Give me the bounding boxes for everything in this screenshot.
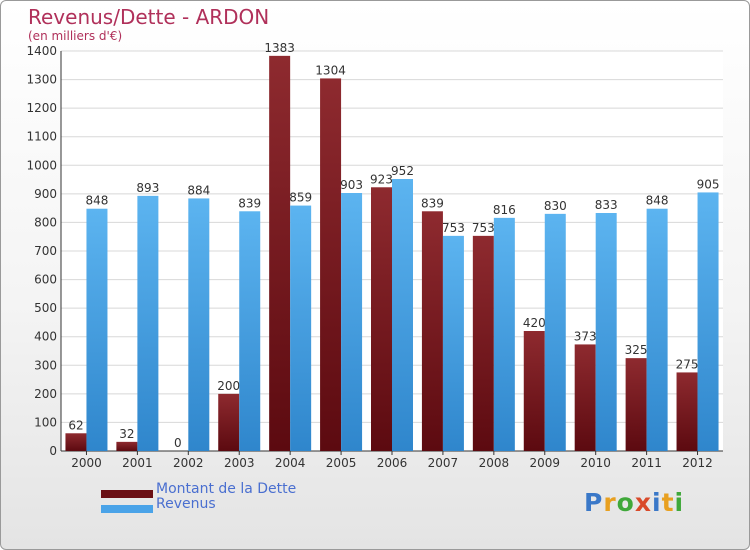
logo-letter: t: [661, 488, 675, 517]
y-tick-label: 0: [49, 444, 57, 458]
x-tick-label: 2004: [275, 456, 306, 470]
bar-revenus: [595, 213, 617, 451]
data-label: 325: [625, 343, 648, 357]
data-label: 753: [442, 221, 465, 235]
data-label: 32: [119, 427, 134, 441]
bar-revenus: [697, 192, 719, 451]
y-tick-label: 600: [34, 273, 57, 287]
data-label: 62: [68, 418, 83, 432]
data-label: 816: [493, 203, 516, 217]
x-tick-label: 2000: [71, 456, 102, 470]
data-label: 753: [472, 221, 495, 235]
bar-revenus: [544, 213, 566, 451]
data-label: 905: [697, 177, 720, 191]
data-label: 952: [391, 164, 414, 178]
bar-revenus: [392, 179, 413, 451]
bar-dette: [523, 331, 545, 451]
bar-revenus: [239, 211, 261, 451]
bar-dette: [218, 393, 240, 451]
bar-dette: [421, 211, 443, 451]
y-tick-label: 800: [34, 215, 57, 229]
data-label: 373: [574, 329, 597, 343]
y-tick-label: 700: [34, 244, 57, 258]
bar-revenus: [646, 208, 668, 451]
bar-dette: [574, 344, 596, 451]
x-tick-label: 2007: [428, 456, 459, 470]
x-tick-label: 2010: [580, 456, 611, 470]
legend-swatch-revenus: [101, 505, 153, 513]
legend-swatch-dette: [101, 490, 153, 498]
x-tick-label: 2001: [122, 456, 153, 470]
data-label: 0: [174, 436, 182, 450]
bar-chart: 0 100 200 300 400 500 600 700 800 900 1000 1100 1200…: [26, 41, 723, 470]
bar-revenus: [188, 198, 210, 451]
x-tick-label: 2009: [529, 456, 560, 470]
data-label: 859: [289, 191, 312, 205]
data-label: 420: [523, 316, 546, 330]
data-label: 884: [187, 183, 210, 197]
data-label: 1383: [264, 41, 295, 55]
bar-revenus: [341, 193, 363, 451]
data-label: 848: [646, 194, 669, 208]
data-label: 839: [421, 196, 444, 210]
y-tick-label: 1000: [26, 158, 57, 172]
data-label: 1304: [315, 63, 346, 77]
logo-letter: P: [584, 488, 604, 517]
bar-revenus: [137, 195, 159, 451]
logo-letter: x: [634, 488, 652, 517]
bar-dette: [371, 187, 392, 452]
y-tick-label: 500: [34, 301, 57, 315]
data-label: 839: [238, 196, 261, 210]
x-tick-label: 2005: [326, 456, 357, 470]
x-tick-label: 2003: [224, 456, 255, 470]
bar-dette: [116, 441, 138, 451]
logo-letter: o: [616, 488, 635, 517]
data-label: 833: [595, 198, 618, 212]
bar-dette: [65, 433, 87, 451]
x-tick-label: 2012: [682, 456, 713, 470]
data-label: 848: [86, 194, 109, 208]
bar-revenus: [86, 208, 108, 451]
x-tick-label: 2002: [173, 456, 204, 470]
bar-dette: [676, 372, 698, 451]
data-label: 830: [544, 199, 567, 213]
data-label: 923: [370, 172, 393, 186]
bar-revenus: [442, 235, 464, 451]
y-tick-label: 100: [34, 415, 57, 429]
bar-dette: [269, 55, 291, 451]
data-label: 200: [217, 379, 240, 393]
logo-letter: r: [603, 488, 617, 517]
bar-dette: [320, 78, 342, 451]
chart-subtitle: (en milliers d'€): [28, 29, 123, 43]
logo-letter: i: [674, 488, 685, 517]
y-tick-label: 1400: [26, 44, 57, 58]
legend-label-revenus: Revenus: [156, 496, 216, 512]
bar-revenus: [493, 217, 515, 451]
data-label: 275: [676, 357, 699, 371]
y-tick-label: 900: [34, 187, 57, 201]
bar-dette: [625, 358, 647, 451]
y-tick-label: 200: [34, 387, 57, 401]
data-label: 893: [136, 181, 159, 195]
x-tick-label: 2006: [377, 456, 408, 470]
y-tick-label: 1100: [26, 130, 57, 144]
chart-title: Revenus/Dette - ARDON: [28, 5, 270, 29]
y-tick-label: 1200: [26, 101, 57, 115]
x-tick-label: 2011: [631, 456, 662, 470]
proxiti-logo: Proxiti: [584, 488, 684, 517]
logo-letter: i: [652, 488, 662, 517]
y-tick-label: 400: [34, 330, 57, 344]
bar-dette: [472, 235, 494, 451]
legend-label-dette: Montant de la Dette: [156, 481, 297, 497]
data-label: 903: [340, 178, 363, 192]
x-tick-label: 2008: [479, 456, 510, 470]
y-tick-label: 300: [34, 358, 57, 372]
y-tick-label: 1300: [26, 73, 57, 87]
bar-revenus: [290, 205, 312, 451]
